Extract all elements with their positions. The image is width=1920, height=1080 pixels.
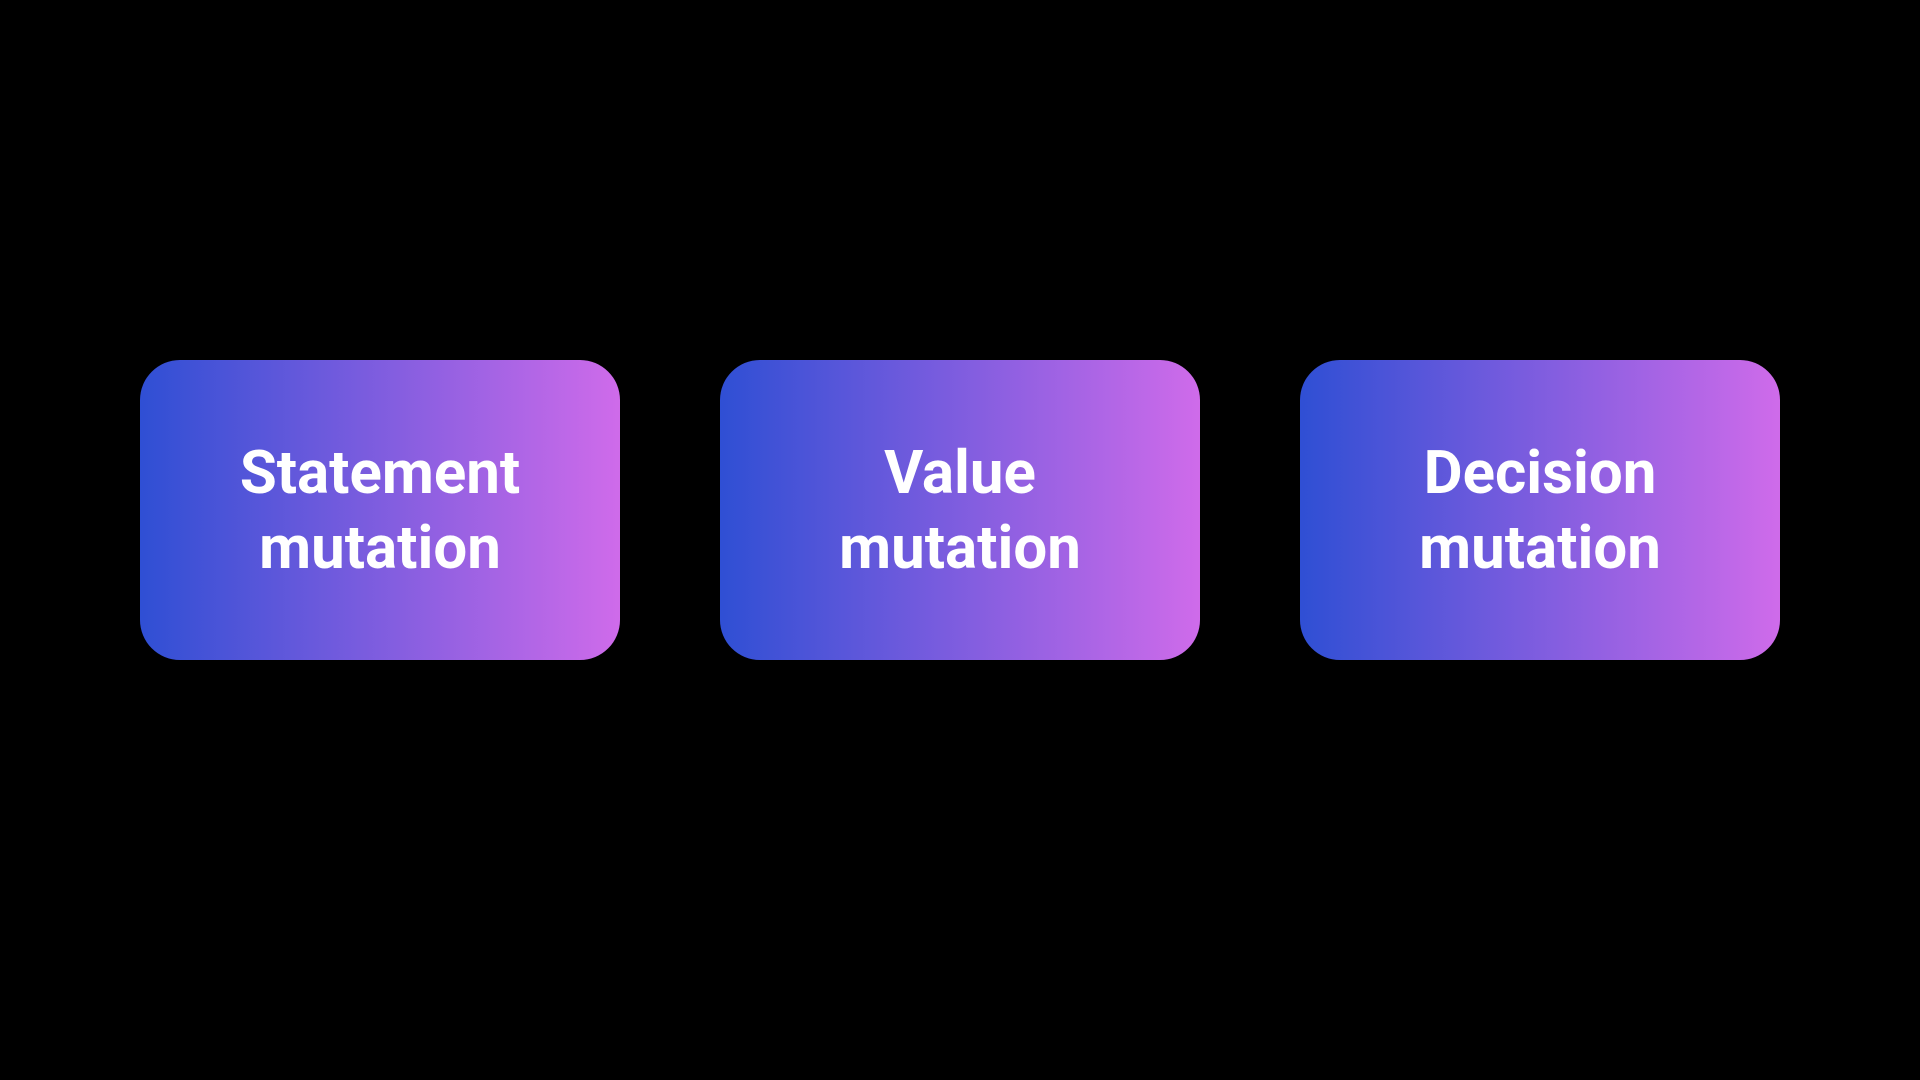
card-label-line1: Statement xyxy=(240,437,520,508)
card-label-line1: Decision xyxy=(1424,437,1657,508)
card-decision-mutation: Decision mutation xyxy=(1300,360,1780,660)
card-label-line2: mutation xyxy=(1419,512,1661,583)
card-label: Value mutation xyxy=(839,435,1081,585)
card-statement-mutation: Statement mutation xyxy=(140,360,620,660)
card-label-line2: mutation xyxy=(839,512,1081,583)
card-label-line2: mutation xyxy=(259,512,501,583)
card-value-mutation: Value mutation xyxy=(720,360,1200,660)
card-label: Decision mutation xyxy=(1419,435,1661,585)
card-label: Statement mutation xyxy=(240,435,520,585)
card-row: Statement mutation Value mutation Decisi… xyxy=(140,360,1780,660)
card-label-line1: Value xyxy=(884,437,1036,508)
